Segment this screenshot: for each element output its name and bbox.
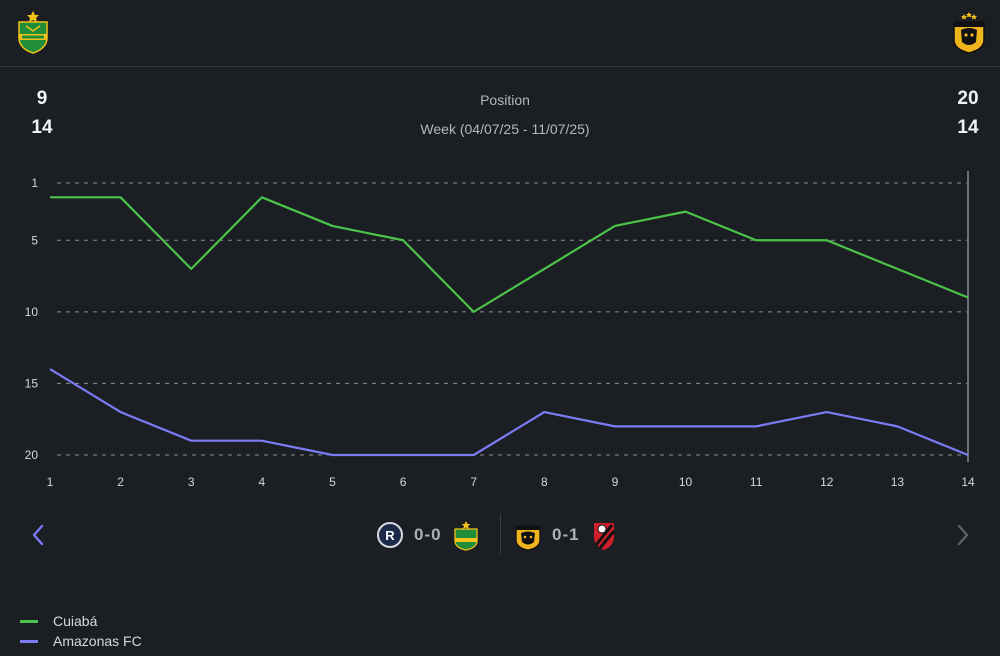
match-score: 0-1 bbox=[552, 525, 580, 544]
remo-crest-icon: R bbox=[377, 522, 403, 548]
match-card[interactable]: 0-1 bbox=[514, 516, 618, 554]
cuiaba-crest-icon bbox=[453, 521, 478, 551]
x-tick-label: 4 bbox=[259, 475, 266, 489]
next-week-button[interactable] bbox=[951, 522, 975, 548]
legend-swatch-home bbox=[20, 619, 38, 623]
x-tick-label: 14 bbox=[961, 475, 975, 489]
x-tick-label: 9 bbox=[612, 475, 619, 489]
legend-swatch-away bbox=[20, 639, 38, 643]
y-tick-label: 1 bbox=[31, 176, 38, 190]
series-line-home bbox=[50, 196, 969, 313]
athletico-crest-icon bbox=[593, 523, 615, 550]
y-tick-label: 15 bbox=[25, 376, 39, 390]
x-tick-label: 1 bbox=[47, 475, 54, 489]
previous-week-button[interactable] bbox=[26, 522, 50, 548]
x-tick-label: 13 bbox=[891, 475, 905, 489]
x-tick-label: 10 bbox=[679, 475, 693, 489]
x-tick-label: 7 bbox=[470, 475, 477, 489]
legend-label-home: Cuiabá bbox=[53, 613, 98, 629]
x-tick-label: 5 bbox=[329, 475, 336, 489]
amazonas-crest-icon[interactable] bbox=[952, 10, 986, 54]
away-previous-position: 14 bbox=[957, 117, 979, 138]
legend-item-home[interactable]: Cuiabá bbox=[20, 611, 142, 631]
match-header bbox=[0, 0, 1000, 67]
y-tick-label: 10 bbox=[25, 305, 39, 319]
x-tick-label: 8 bbox=[541, 475, 548, 489]
match-card[interactable]: R 0-0 bbox=[376, 516, 480, 554]
x-tick-label: 12 bbox=[820, 475, 834, 489]
x-tick-label: 3 bbox=[188, 475, 195, 489]
amazonas-crest-icon bbox=[515, 525, 541, 551]
chart-series bbox=[49, 196, 969, 457]
chart-title: Position bbox=[480, 92, 530, 108]
series-line-away bbox=[49, 368, 969, 457]
x-tick-label: 11 bbox=[750, 475, 763, 489]
legend-item-away[interactable]: Amazonas FC bbox=[20, 631, 142, 651]
cuiaba-crest-icon[interactable] bbox=[16, 10, 50, 54]
home-previous-position: 14 bbox=[31, 117, 53, 138]
home-current-position: 9 bbox=[36, 88, 48, 109]
chart-subtitle: Week (04/07/25 - 11/07/25) bbox=[420, 121, 590, 137]
x-tick-label: 2 bbox=[117, 475, 124, 489]
away-current-position: 20 bbox=[957, 88, 979, 109]
svg-text:R: R bbox=[385, 528, 395, 543]
chart-legend: Cuiabá Amazonas FC bbox=[20, 611, 142, 651]
x-axis-ticks: 1 2 3 4 5 6 7 8 9 10 11 12 13 14 bbox=[47, 475, 975, 489]
match-score: 0-0 bbox=[414, 525, 442, 544]
chart-grid bbox=[57, 182, 968, 456]
y-tick-label: 20 bbox=[25, 448, 39, 462]
match-divider bbox=[500, 514, 501, 554]
legend-label-away: Amazonas FC bbox=[53, 633, 142, 649]
y-tick-label: 5 bbox=[31, 233, 38, 247]
x-tick-label: 6 bbox=[400, 475, 407, 489]
